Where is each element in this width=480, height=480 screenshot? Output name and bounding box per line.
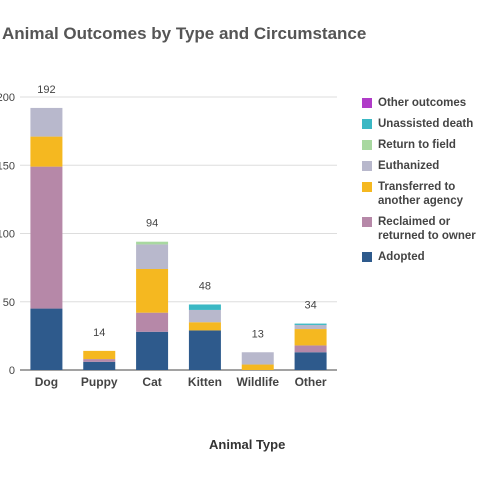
- legend-item: Reclaimed or returned to owner: [362, 215, 478, 243]
- legend: Other outcomes Unassisted death Return to …: [362, 96, 478, 271]
- legend-label: Transferred to another agency: [378, 181, 463, 207]
- bar-segment: [136, 241, 169, 245]
- bar-totals: 192 14 94 48 13 34: [37, 84, 316, 340]
- legend-item: Other outcomes: [362, 96, 478, 110]
- bar-segment: [83, 350, 116, 360]
- x-tick-label: Other: [295, 375, 327, 389]
- legend-label: Return to field: [378, 139, 456, 151]
- legend-swatch: [362, 140, 372, 150]
- bar-segment: [241, 352, 274, 365]
- bar-segment: [30, 308, 63, 370]
- bar-segment: [136, 312, 169, 332]
- bar-segment: [188, 330, 221, 370]
- bar-segment: [136, 331, 169, 370]
- x-tick-label: Cat: [142, 375, 161, 389]
- bar-total-label: 34: [304, 300, 316, 312]
- legend-label: Reclaimed or returned to owner: [378, 216, 476, 242]
- legend-item: Return to field: [362, 138, 478, 152]
- bar-segment: [30, 136, 63, 167]
- bar-segment: [83, 359, 116, 362]
- bar-segment: [294, 352, 327, 370]
- bar-total-label: 13: [252, 328, 264, 340]
- legend-item: Adopted: [362, 250, 478, 264]
- bar-segment: [30, 107, 63, 137]
- x-tick-label: Dog: [35, 375, 58, 389]
- x-tick-label: Kitten: [188, 375, 222, 389]
- x-axis-label: Animal Type: [209, 437, 286, 452]
- bars: [30, 107, 327, 370]
- gridlines: [20, 96, 337, 371]
- legend-swatch: [362, 119, 372, 129]
- bar-segment: [188, 322, 221, 331]
- bar-segment: [294, 329, 327, 346]
- legend-item: Unassisted death: [362, 117, 478, 131]
- x-axis-categories: Dog Puppy Cat Kitten Wildlife Other: [35, 375, 327, 389]
- y-tick-label: 50: [3, 297, 15, 309]
- legend-swatch: [362, 161, 372, 171]
- bar-segment: [136, 244, 169, 269]
- bar-total-label: 192: [37, 84, 55, 96]
- legend-swatch: [362, 252, 372, 262]
- legend-swatch: [362, 217, 372, 227]
- y-axis-ticks: 0 50 100 150 200: [0, 92, 15, 377]
- legend-label: Unassisted death: [378, 118, 474, 130]
- bar-segment: [294, 323, 327, 325]
- legend-swatch: [362, 98, 372, 108]
- legend-item: Euthanized: [362, 159, 478, 173]
- bar-segment: [188, 304, 221, 310]
- y-tick-label: 150: [0, 160, 15, 172]
- bar-segment: [136, 268, 169, 313]
- bar-segment: [30, 166, 63, 309]
- y-tick-label: 100: [0, 229, 15, 241]
- bar-segment: [188, 309, 221, 323]
- y-tick-label: 200: [0, 92, 15, 104]
- chart-title: Animal Outcomes by Type and Circumstance: [2, 24, 367, 43]
- x-tick-label: Wildlife: [236, 375, 279, 389]
- x-tick-label: Puppy: [81, 375, 118, 389]
- bar-total-label: 48: [199, 280, 211, 292]
- legend-label: Other outcomes: [378, 97, 467, 109]
- bar-segment: [294, 324, 327, 330]
- legend-item: Transferred to another agency: [362, 180, 478, 208]
- bar-total-label: 14: [93, 327, 105, 339]
- y-tick-label: 0: [9, 365, 15, 377]
- bar-segment: [83, 361, 116, 370]
- bar-segment: [241, 364, 274, 370]
- legend-label: Euthanized: [378, 160, 440, 172]
- bar-segment: [294, 345, 327, 353]
- legend-swatch: [362, 182, 372, 192]
- bar-total-label: 94: [146, 218, 158, 230]
- legend-label: Adopted: [378, 251, 425, 263]
